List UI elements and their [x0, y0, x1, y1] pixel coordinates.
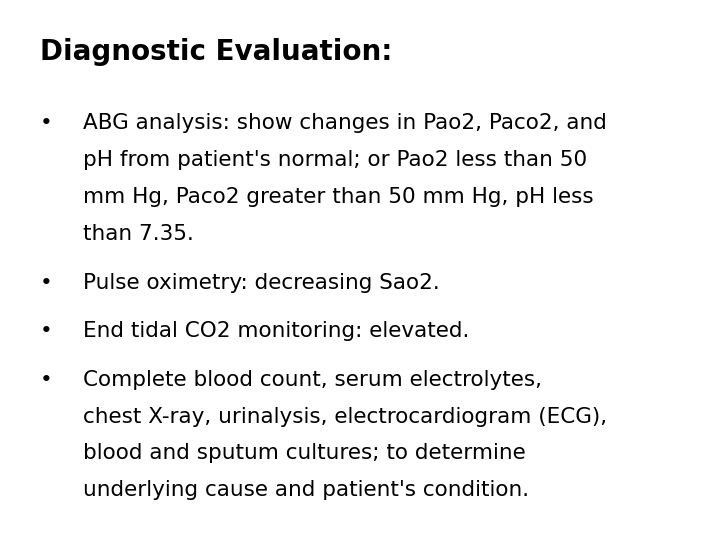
Text: ABG analysis: show changes in Pao2, Paco2, and: ABG analysis: show changes in Pao2, Paco… — [83, 113, 607, 133]
Text: than 7.35.: than 7.35. — [83, 224, 194, 244]
Text: •: • — [40, 273, 53, 293]
Text: chest X-ray, urinalysis, electrocardiogram (ECG),: chest X-ray, urinalysis, electrocardiogr… — [83, 407, 607, 427]
Text: Pulse oximetry: decreasing Sao2.: Pulse oximetry: decreasing Sao2. — [83, 273, 439, 293]
Text: Diagnostic Evaluation:: Diagnostic Evaluation: — [40, 38, 392, 66]
Text: pH from patient's normal; or Pao2 less than 50: pH from patient's normal; or Pao2 less t… — [83, 150, 587, 170]
Text: underlying cause and patient's condition.: underlying cause and patient's condition… — [83, 480, 529, 500]
Text: •: • — [40, 321, 53, 341]
Text: •: • — [40, 113, 53, 133]
Text: •: • — [40, 370, 53, 390]
Text: End tidal CO2 monitoring: elevated.: End tidal CO2 monitoring: elevated. — [83, 321, 469, 341]
Text: mm Hg, Paco2 greater than 50 mm Hg, pH less: mm Hg, Paco2 greater than 50 mm Hg, pH l… — [83, 187, 593, 207]
Text: blood and sputum cultures; to determine: blood and sputum cultures; to determine — [83, 443, 526, 463]
Text: Complete blood count, serum electrolytes,: Complete blood count, serum electrolytes… — [83, 370, 541, 390]
